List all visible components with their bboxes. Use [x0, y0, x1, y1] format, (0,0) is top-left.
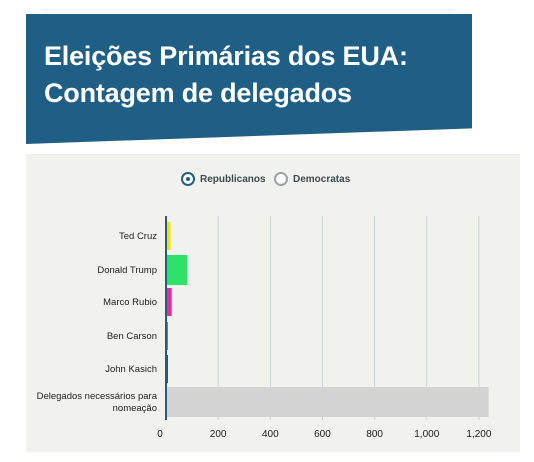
- bar-donald-trump: [166, 255, 188, 285]
- bar-delegados-necess-rios-para-nomea-o: [166, 387, 489, 417]
- x-tick-label: 400: [262, 429, 279, 440]
- category-label: Marco Rubio: [103, 297, 157, 308]
- x-tick-label: 600: [314, 429, 331, 440]
- title-line-1: Eleições Primárias dos EUA:: [44, 41, 408, 71]
- category-label: Ben Carson: [107, 331, 157, 342]
- title-banner: Eleições Primárias dos EUA: Contagem de …: [26, 14, 472, 144]
- title-line-2: Contagem de delegados: [44, 78, 352, 108]
- radio-checked-icon[interactable]: [181, 172, 195, 186]
- bar-ted-cruz: [166, 222, 171, 250]
- x-tick-label: 200: [210, 429, 227, 440]
- category-label: Delegados necessários para: [37, 391, 158, 402]
- category-label: John Kasich: [105, 364, 157, 375]
- party-toggle: Republicanos Democratas: [0, 172, 534, 192]
- x-tick-label: 0: [157, 429, 163, 440]
- category-label: nomeação: [113, 403, 157, 414]
- radio-unchecked-icon[interactable]: [274, 172, 288, 186]
- category-label: Ted Cruz: [119, 231, 157, 242]
- page-title: Eleições Primárias dos EUA: Contagem de …: [44, 38, 408, 112]
- option-democratas[interactable]: Democratas: [274, 172, 350, 186]
- option-label-republicanos: Republicanos: [200, 173, 266, 185]
- x-tick-label: 1,200: [466, 429, 491, 440]
- x-tick-label: 800: [366, 429, 383, 440]
- x-tick-label: 1,000: [414, 429, 439, 440]
- category-label: Donald Trump: [97, 265, 157, 276]
- option-label-democratas: Democratas: [293, 173, 351, 185]
- bar-marco-rubio: [166, 288, 172, 316]
- option-republicanos[interactable]: Republicanos: [181, 172, 266, 186]
